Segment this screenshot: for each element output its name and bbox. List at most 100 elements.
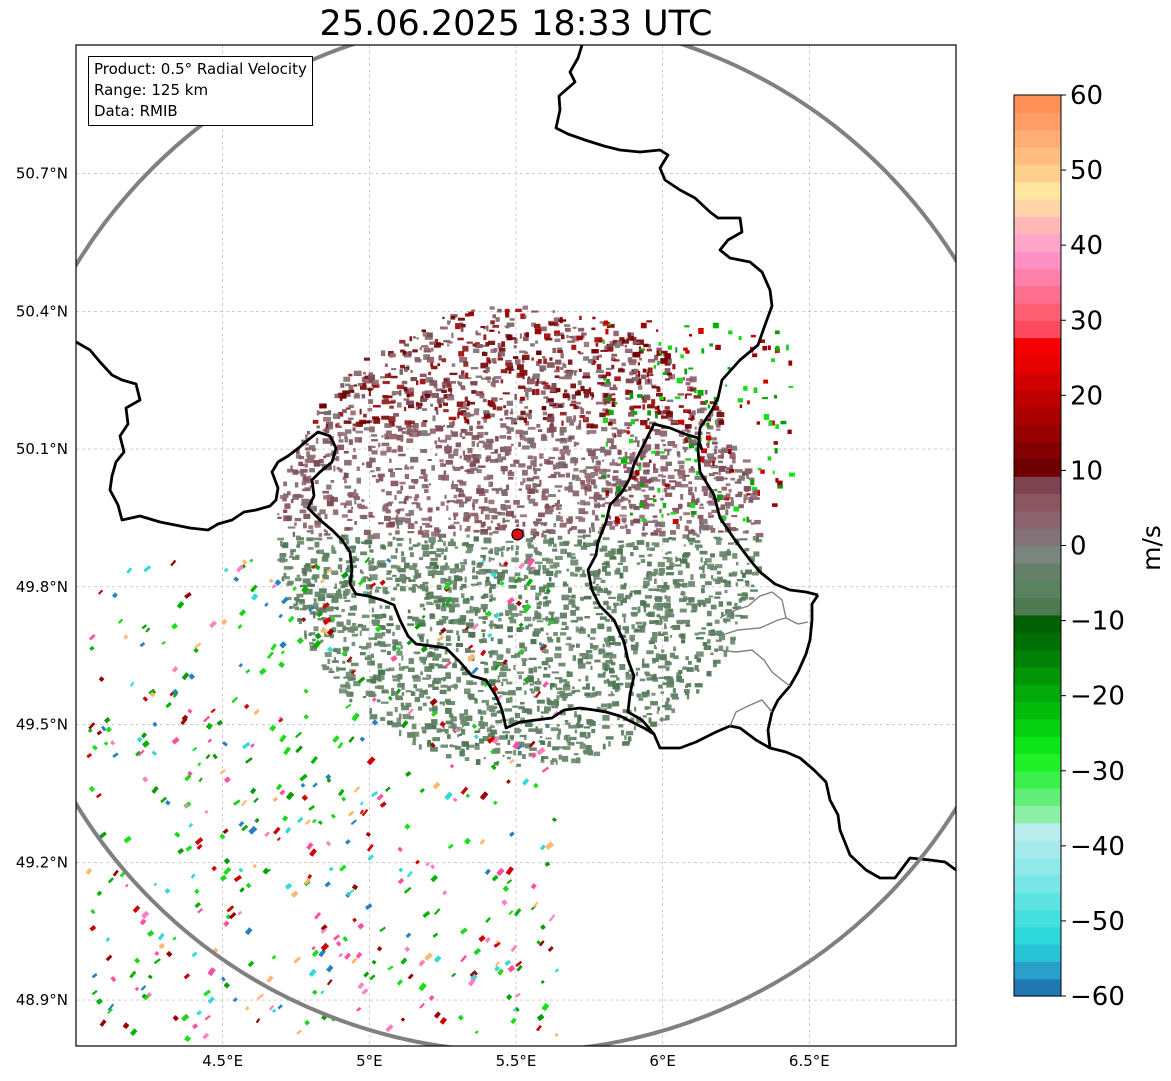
echo-pixel <box>627 736 632 742</box>
echo-pixel <box>669 562 675 568</box>
echo-pixel <box>546 362 555 368</box>
echo-pixel <box>323 575 329 580</box>
echo-pixel <box>463 417 467 420</box>
echo-pixel <box>306 499 313 502</box>
echo-pixel <box>476 454 482 459</box>
echo-pixel <box>385 605 390 609</box>
clutter-pixel <box>308 968 317 977</box>
echo-pixel <box>464 469 472 472</box>
echo-pixel <box>280 540 283 547</box>
echo-pixel <box>506 431 512 434</box>
clutter-pixel <box>187 708 193 714</box>
echo-pixel <box>642 368 647 373</box>
echo-pixel <box>601 426 608 432</box>
echo-pixel <box>593 606 600 609</box>
echo-pixel <box>359 652 366 656</box>
echo-pixel <box>563 363 567 369</box>
map-frame <box>75 44 957 1047</box>
echo-pixel <box>602 725 610 729</box>
echo-pixel <box>646 571 652 575</box>
echo-pixel <box>336 590 342 596</box>
echo-pixel <box>331 545 334 548</box>
echo-pixel <box>554 369 559 373</box>
echo-pixel <box>629 457 635 463</box>
echo-pixel <box>450 524 455 527</box>
echo-pixel <box>563 735 568 741</box>
echo-pixel <box>352 427 356 432</box>
echo-pixel <box>367 661 372 666</box>
echo-pixel <box>725 493 731 500</box>
echo-pixel <box>550 474 557 478</box>
echo-pixel <box>475 332 481 336</box>
clutter-pixel <box>439 1017 448 1025</box>
echo-pixel <box>568 336 574 339</box>
echo-pixel <box>669 480 677 483</box>
echo-pixel <box>342 626 348 631</box>
border-france-belgium <box>76 340 956 880</box>
echo-pixel <box>530 343 535 347</box>
echo-pixel <box>460 718 468 725</box>
echo-pixel <box>413 684 417 689</box>
echo-pixel <box>710 604 717 610</box>
echo-pixel <box>664 595 668 600</box>
clutter-pixel <box>478 935 486 943</box>
echo-pixel <box>641 691 648 698</box>
echo-pixel <box>382 380 390 385</box>
echo-pixel <box>728 611 735 617</box>
echo-pixel <box>523 417 527 423</box>
echo-pixel <box>448 713 454 718</box>
echo-pixel <box>512 515 517 519</box>
echo-pixel <box>439 701 445 705</box>
echo-pixel <box>658 631 662 635</box>
echo-pixel <box>333 465 336 472</box>
clutter-pixel <box>614 402 618 405</box>
echo-pixel <box>377 560 386 565</box>
echo-pixel <box>491 358 497 363</box>
echo-pixel <box>638 590 641 595</box>
echo-pixel <box>277 513 280 516</box>
echo-pixel <box>587 475 595 478</box>
echo-pixel <box>518 488 522 491</box>
echo-pixel <box>588 527 592 534</box>
echo-pixel <box>699 407 707 411</box>
clutter-pixel <box>346 889 355 897</box>
echo-pixel <box>676 524 680 530</box>
echo-pixel <box>313 598 317 602</box>
echo-pixel <box>360 551 368 556</box>
echo-pixel <box>578 715 582 721</box>
echo-pixel <box>477 420 481 425</box>
echo-pixel <box>659 430 668 437</box>
echo-pixel <box>595 691 602 696</box>
echo-pixel <box>660 466 669 472</box>
echo-pixel <box>361 624 367 630</box>
echo-pixel <box>672 509 680 514</box>
echo-pixel <box>426 601 432 605</box>
echo-pixel <box>557 535 563 540</box>
echo-pixel <box>524 315 527 319</box>
echo-pixel <box>608 596 616 599</box>
echo-pixel <box>577 724 584 728</box>
echo-pixel <box>534 613 542 620</box>
echo-pixel <box>319 463 326 466</box>
clutter-pixel <box>344 952 352 960</box>
echo-pixel <box>519 610 527 614</box>
echo-pixel <box>415 688 423 692</box>
echo-pixel <box>575 626 579 633</box>
echo-pixel <box>664 492 673 497</box>
clutter-pixel <box>105 726 112 733</box>
echo-pixel <box>571 690 576 694</box>
clutter-pixel <box>89 924 97 932</box>
y-tick-label: 49.2°N <box>16 853 68 871</box>
echo-pixel <box>594 337 603 343</box>
echo-pixel <box>641 374 647 380</box>
echo-pixel <box>356 477 361 484</box>
clutter-pixel <box>752 353 758 358</box>
echo-pixel <box>378 522 383 525</box>
echo-pixel <box>745 580 750 587</box>
echo-pixel <box>626 378 634 384</box>
echo-pixel <box>744 468 753 473</box>
clutter-pixel <box>772 503 778 507</box>
echo-pixel <box>601 503 606 508</box>
echo-pixel <box>562 746 571 750</box>
echo-pixel <box>519 734 527 738</box>
